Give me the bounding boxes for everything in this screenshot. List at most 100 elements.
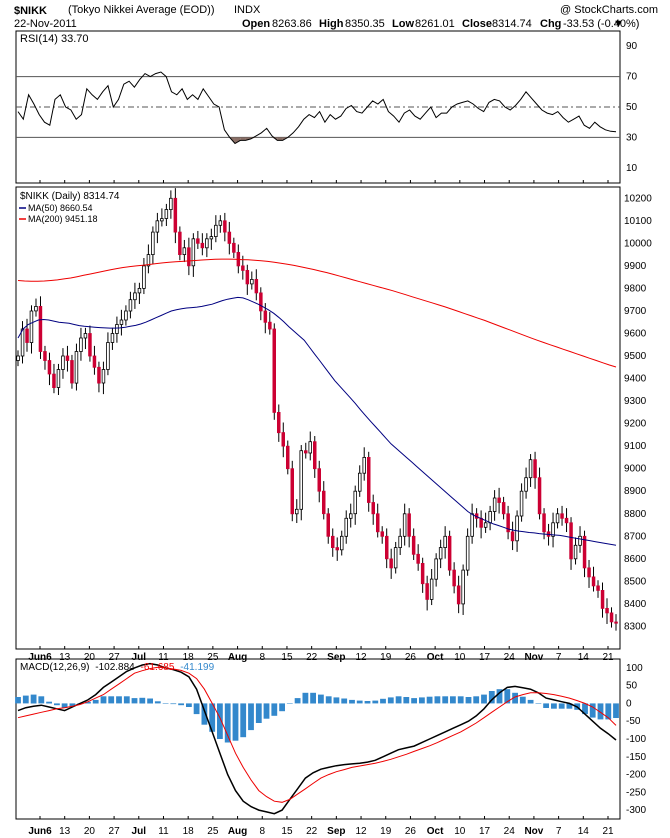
x-tick-label: 13 bbox=[59, 826, 71, 837]
symbol-label: $NIKK bbox=[14, 5, 47, 17]
macd-histogram-bar bbox=[457, 696, 464, 704]
x-tick-label: 20 bbox=[84, 826, 96, 837]
macd-histogram-bar bbox=[341, 698, 348, 704]
candle-body bbox=[560, 513, 564, 519]
candle-body bbox=[524, 477, 528, 492]
down-arrow-icon: ▼ bbox=[613, 18, 624, 30]
macd-histogram-bar bbox=[224, 703, 231, 743]
candle-body bbox=[285, 445, 290, 470]
x-tick-label: 17 bbox=[479, 652, 491, 663]
candle-body bbox=[101, 369, 106, 384]
candle-body bbox=[200, 242, 205, 249]
x-tick-label: 27 bbox=[109, 826, 121, 837]
macd-histogram-bar bbox=[30, 694, 37, 704]
candle-body bbox=[65, 355, 70, 361]
x-tick-label: 18 bbox=[183, 652, 195, 663]
x-tick-label: Jul bbox=[132, 652, 147, 663]
candle-body bbox=[173, 197, 178, 233]
candle-body bbox=[205, 238, 209, 249]
candle-body bbox=[456, 585, 461, 605]
macd-histogram-bar bbox=[162, 703, 169, 704]
candle-body bbox=[582, 535, 587, 569]
candle-body bbox=[20, 328, 25, 357]
x-tick-label: Sep bbox=[327, 652, 345, 663]
macd-histogram-bar bbox=[582, 703, 588, 715]
macd-histogram-bar bbox=[403, 697, 410, 704]
candle-body bbox=[353, 490, 357, 515]
price-tick-label: 8600 bbox=[624, 554, 647, 565]
ma50-line bbox=[17, 296, 617, 546]
macd-tick-label: -50 bbox=[626, 716, 641, 727]
macd-histogram-bar bbox=[147, 698, 153, 704]
rsi-line bbox=[17, 71, 617, 145]
candle-body bbox=[160, 218, 164, 222]
candle-body bbox=[43, 351, 47, 361]
watermark: @ StockCharts.com bbox=[560, 4, 658, 16]
x-tick-label: Sep bbox=[327, 826, 345, 837]
index-name: (Tokyo Nikkei Average (EOD)) bbox=[68, 4, 215, 16]
macd-legend-hist: -41.199 bbox=[180, 662, 214, 673]
macd-histogram-bar bbox=[100, 696, 107, 704]
price-tick-label: 8800 bbox=[624, 509, 647, 520]
candle-body bbox=[389, 558, 393, 569]
macd-histogram-bar bbox=[535, 703, 542, 704]
candle-body bbox=[303, 450, 308, 454]
candle-body bbox=[61, 355, 65, 370]
candle-body bbox=[335, 547, 339, 551]
candle-body bbox=[83, 333, 88, 339]
macd-histogram-bar bbox=[380, 698, 386, 704]
candle-body bbox=[339, 535, 344, 551]
candle-body bbox=[146, 254, 151, 267]
macd-histogram-bar bbox=[279, 703, 285, 712]
macd-histogram-bar bbox=[108, 696, 115, 704]
x-tick-label: 24 bbox=[504, 826, 516, 837]
macd-tick-label: -250 bbox=[626, 787, 646, 798]
candle-body bbox=[443, 535, 447, 548]
candle-body bbox=[290, 468, 294, 515]
candle-body bbox=[218, 220, 223, 226]
x-tick-label: 12 bbox=[355, 652, 367, 663]
candle-body bbox=[142, 265, 146, 289]
high-value: 8350.35 bbox=[345, 18, 385, 30]
candle-body bbox=[164, 209, 169, 219]
macd-histogram-bar bbox=[450, 696, 456, 704]
macd-histogram-bar bbox=[310, 692, 316, 704]
candle-body bbox=[16, 355, 20, 361]
rsi-tick-label: 90 bbox=[626, 41, 638, 52]
x-tick-label: 11 bbox=[158, 652, 169, 663]
candle-body bbox=[110, 333, 115, 343]
candle-body bbox=[438, 547, 443, 560]
macd-legend-macd: -102.884 bbox=[95, 662, 135, 673]
candle-body bbox=[182, 247, 187, 256]
candle-body bbox=[344, 517, 348, 537]
x-tick-label: 20 bbox=[84, 652, 96, 663]
candle-body bbox=[97, 366, 101, 384]
x-tick-label: 26 bbox=[405, 826, 417, 837]
candle-body bbox=[605, 608, 609, 614]
candle-body bbox=[587, 567, 591, 578]
x-tick-label: 10 bbox=[454, 652, 466, 663]
candle-body bbox=[115, 324, 119, 334]
x-axis: Jun6 Jun6 13 13 20 20 27 27 Jul Jul 11 11 18 18 25 25 Au… bbox=[28, 180, 614, 837]
x-tick-label: 13 bbox=[59, 652, 71, 663]
macd-histogram-bar bbox=[434, 696, 441, 704]
candle-body bbox=[488, 511, 492, 524]
candle-body bbox=[92, 355, 97, 368]
macd-histogram-bar bbox=[209, 703, 216, 732]
open-value: 8263.86 bbox=[272, 18, 312, 30]
candle-body bbox=[308, 441, 312, 454]
x-tick-label: Jul bbox=[132, 826, 147, 837]
macd-histogram-bar bbox=[519, 696, 526, 704]
macd-histogram-bar bbox=[217, 703, 223, 739]
macd-histogram-bar bbox=[170, 703, 177, 705]
candle-body bbox=[137, 287, 142, 294]
candle-body bbox=[537, 477, 542, 515]
candle-body bbox=[452, 569, 456, 587]
macd-signal-line bbox=[17, 666, 617, 803]
candle-body bbox=[52, 373, 56, 389]
macd-tick-label: 100 bbox=[626, 663, 643, 674]
macd-histogram-bar bbox=[364, 701, 371, 704]
macd-histogram-bar bbox=[302, 692, 309, 704]
candle-body bbox=[74, 351, 79, 384]
candle-body bbox=[106, 342, 110, 370]
